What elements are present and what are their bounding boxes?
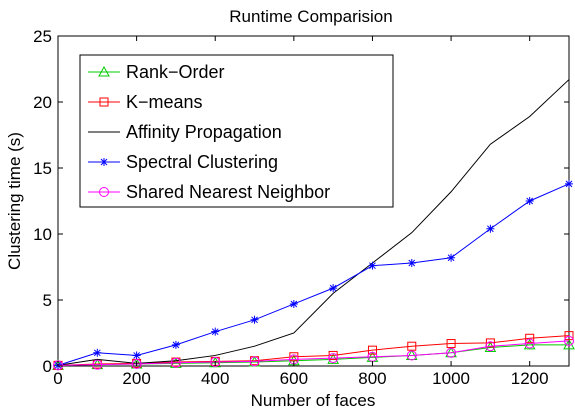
- y-tick-label: 15: [33, 159, 52, 178]
- data-point: [328, 353, 339, 364]
- legend-label: Shared Nearest Neighbor: [126, 182, 330, 202]
- x-tick-label: 800: [358, 369, 386, 388]
- data-point: [327, 353, 340, 364]
- y-tick-label: 5: [43, 291, 52, 310]
- legend: Rank−Order K−means Affinity Propagation Spe…: [79, 54, 394, 208]
- data-point: [250, 315, 259, 324]
- data-point: [524, 338, 535, 349]
- y-tick-label: 20: [33, 93, 52, 112]
- data-point: [485, 341, 496, 352]
- series-line: [57, 340, 570, 366]
- data-point: [446, 347, 457, 358]
- x-tick-label: 1200: [511, 369, 549, 388]
- data-point: [289, 299, 298, 308]
- legend-marker: [100, 158, 108, 166]
- data-point: [446, 339, 456, 349]
- data-point: [171, 340, 180, 349]
- data-point: [93, 348, 102, 357]
- x-tick-label: 600: [280, 369, 308, 388]
- data-point: [132, 351, 141, 360]
- data-point: [564, 331, 574, 341]
- data-point: [485, 338, 495, 348]
- series-line: [57, 183, 570, 366]
- x-tick-label: 1000: [432, 369, 470, 388]
- legend-marker: [99, 187, 109, 197]
- chart-title: Runtime Comparision: [229, 7, 392, 26]
- legend-label: Spectral Clustering: [126, 152, 278, 172]
- data-point: [525, 333, 535, 343]
- data-point: [406, 350, 417, 361]
- series-line: [57, 79, 570, 366]
- y-axis-title: Clustering time (s): [5, 132, 24, 270]
- legend-label: Rank−Order: [126, 62, 225, 82]
- data-point: [565, 179, 573, 188]
- data-point: [564, 335, 574, 346]
- data-point: [368, 261, 377, 270]
- data-point: [131, 359, 142, 370]
- y-tick-label: 10: [33, 225, 52, 244]
- tick-layer: 0 200 400 600 800 1000 1200 0 5 10 15 20 25: [33, 27, 569, 388]
- legend-marker: [99, 97, 109, 107]
- x-tick-label: 0: [53, 369, 62, 388]
- y-tick-label: 0: [43, 357, 52, 376]
- data-point: [367, 345, 377, 355]
- series-2: [57, 79, 570, 366]
- data-point: [210, 357, 221, 368]
- legend-marker: [98, 65, 110, 77]
- legend-label: K−means: [126, 92, 203, 112]
- data-point: [53, 360, 63, 371]
- y-tick-label: 25: [33, 27, 52, 46]
- data-point: [170, 357, 181, 368]
- data-point: [447, 253, 456, 262]
- data-point: [407, 341, 417, 351]
- data-point: [486, 224, 495, 233]
- series-layer: [52, 79, 575, 371]
- x-tick-label: 400: [201, 369, 229, 388]
- data-point: [407, 259, 416, 268]
- data-point: [249, 356, 260, 367]
- legend-label: Affinity Propagation: [126, 122, 282, 142]
- data-point: [523, 338, 536, 350]
- data-point: [211, 327, 220, 336]
- data-point: [525, 197, 534, 205]
- legend-box: [79, 54, 394, 208]
- x-tick-label: 200: [122, 369, 150, 388]
- data-point: [329, 284, 338, 293]
- data-point: [92, 359, 103, 370]
- x-axis-title: Number of faces: [251, 391, 376, 410]
